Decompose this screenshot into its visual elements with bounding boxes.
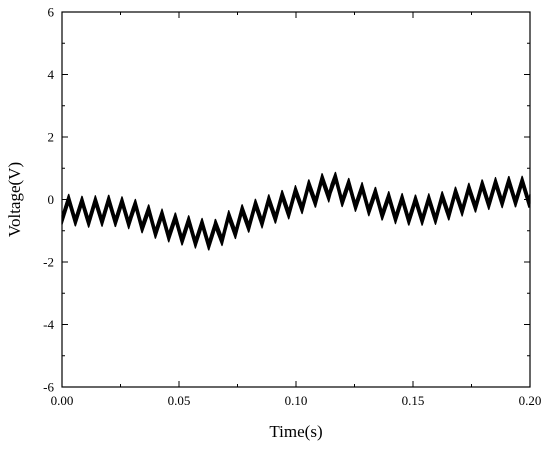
x-tick-label: 0.10 — [285, 393, 308, 408]
y-tick-label: -4 — [43, 317, 54, 332]
y-tick-label: -2 — [43, 255, 54, 270]
y-axis-title: Voltage(V) — [5, 162, 24, 237]
axis-ticks: 0.00 0.05 0.10 0.15 0.20 6 4 2 0 -2 -4 -6 — [43, 5, 541, 409]
y-tick-label: 6 — [48, 5, 55, 20]
x-tick-label: 0.00 — [51, 393, 74, 408]
x-axis-title: Time(s) — [269, 422, 322, 441]
x-tick-label: 0.05 — [168, 393, 191, 408]
x-tick-label: 0.20 — [519, 393, 542, 408]
y-tick-label: 0 — [48, 192, 55, 207]
x-tick-label: 0.15 — [402, 393, 425, 408]
y-tick-label: 4 — [48, 67, 55, 82]
y-tick-label: 2 — [48, 130, 55, 145]
y-tick-label: -6 — [43, 380, 54, 395]
